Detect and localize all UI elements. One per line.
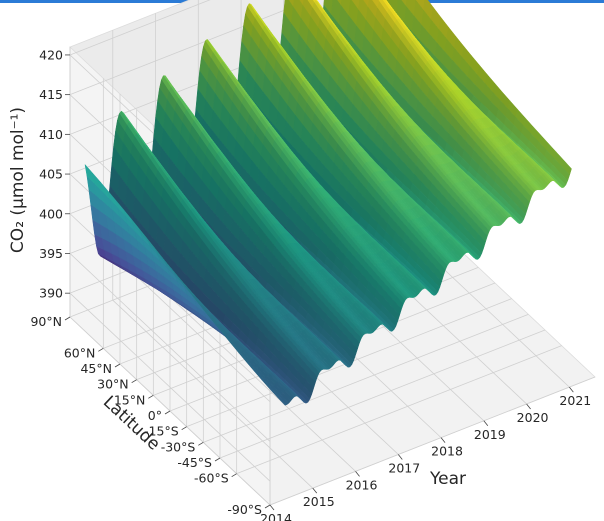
grid-line-floor-lat — [219, 329, 546, 459]
co2-tick-label: 395 — [39, 246, 63, 261]
grid-line-side-z — [69, 292, 271, 482]
latitude-tick-label: 30°N — [97, 377, 129, 392]
latitude-tick-mark — [231, 473, 237, 478]
co2-surface — [84, 0, 572, 406]
co2-tick-label: 400 — [39, 206, 63, 221]
year-tick-mark — [569, 386, 574, 393]
year-tick-mark — [526, 403, 531, 410]
grid-line-wall-z — [69, 0, 312, 96]
latitude-tick-mark — [198, 441, 204, 446]
latitude-tick-mark — [164, 410, 171, 415]
latitude-tick-mark — [214, 457, 221, 462]
latitude-tick-mark — [98, 347, 104, 352]
year-tick-label: 2015 — [303, 494, 335, 509]
year-tick-label: 2021 — [559, 393, 591, 408]
year-tick-label: 2019 — [474, 427, 506, 442]
latitude-tick-label: 60°N — [64, 345, 96, 360]
year-tick-mark — [355, 471, 360, 477]
year-tick-mark — [483, 420, 489, 427]
co2-tick-label: 415 — [39, 87, 63, 102]
latitude-tick-label: -45°S — [177, 455, 212, 470]
latitude-tick-label: -30°S — [161, 439, 196, 454]
grid-line-floor-lat — [269, 376, 596, 506]
year-tick-label: 2020 — [517, 410, 549, 425]
year-tick-label: 2014 — [260, 511, 292, 521]
grid-line-floor-lat — [203, 313, 529, 443]
year-tick-mark — [312, 487, 318, 494]
latitude-tick-mark — [264, 504, 271, 509]
co2-tick-label: 390 — [39, 286, 63, 301]
co2-tick-label: 410 — [39, 127, 63, 142]
latitude-tick-mark — [148, 394, 154, 399]
latitude-tick-label: -90°S — [227, 502, 262, 517]
co2-tick-label: 420 — [39, 47, 63, 62]
year-tick-label: 2018 — [431, 444, 463, 459]
latitude-tick-label: 45°N — [80, 361, 112, 376]
year-tick-mark — [397, 454, 403, 460]
latitude-tick-label: 0° — [148, 408, 162, 423]
tick-marks — [64, 54, 574, 511]
latitude-tick-mark — [64, 316, 71, 321]
x-axis-label: Year — [429, 469, 466, 489]
latitude-tick-mark — [114, 363, 121, 368]
year-tick-mark — [440, 437, 446, 443]
latitude-tick-mark — [131, 379, 137, 384]
latitude-tick-label: -15°S — [144, 424, 179, 439]
latitude-tick-label: 15°N — [114, 392, 146, 407]
year-tick-mark — [269, 504, 275, 511]
co2-tick-label: 405 — [39, 167, 63, 182]
latitude-tick-label: 90°N — [30, 314, 62, 329]
z-axis-label: CO₂ (µmol mol⁻¹) — [8, 107, 28, 253]
latitude-tick-label: -60°S — [194, 471, 229, 486]
grid-line-floor-lat — [236, 345, 562, 475]
year-tick-label: 2017 — [388, 460, 420, 475]
latitude-tick-mark — [181, 426, 187, 431]
grid-line-wall-z — [69, 0, 211, 56]
tick-labels: 2014 2015 2016 2017 2018 2019 2020 2021 -90°S -60… — [30, 47, 591, 521]
year-tick-label: 2016 — [346, 477, 378, 492]
grid-line-side-z — [69, 253, 271, 442]
